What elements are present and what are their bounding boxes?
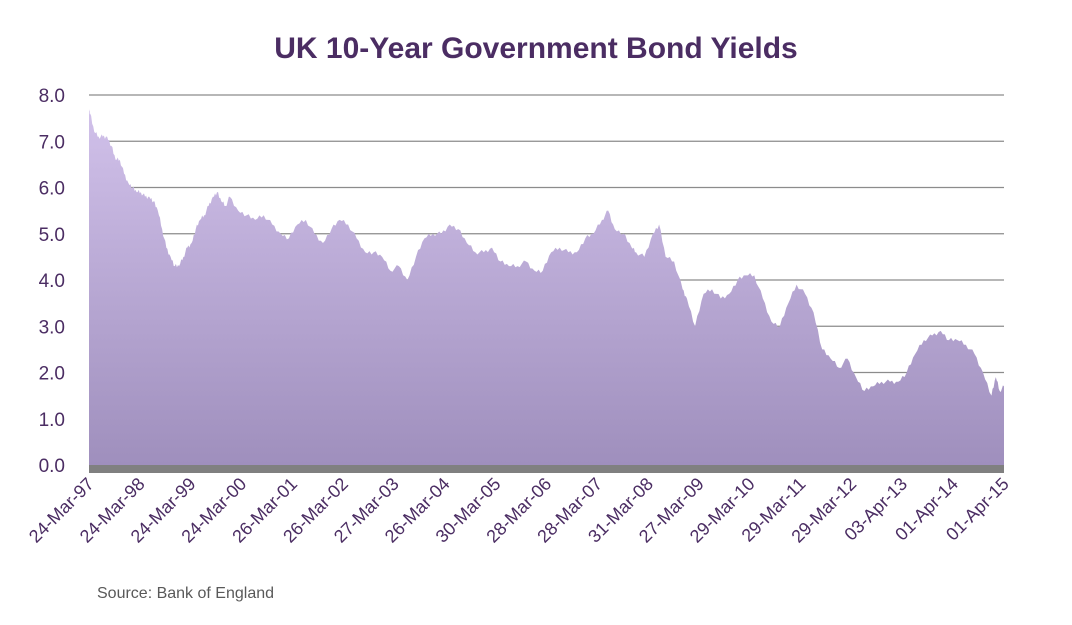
baseline (89, 465, 1004, 473)
y-tick-label: 6.0 (39, 179, 65, 200)
y-tick-label: 5.0 (39, 225, 65, 246)
y-tick-label: 0.0 (39, 456, 65, 477)
y-tick-label: 2.0 (39, 364, 65, 385)
y-tick-label: 7.0 (39, 132, 65, 153)
yield-area (89, 108, 1004, 465)
y-tick-label: 3.0 (39, 317, 65, 338)
source-note: Source: Bank of England (97, 585, 274, 602)
x-axis: 24-Mar-9724-Mar-9824-Mar-9924-Mar-0026-M… (25, 474, 1013, 547)
y-tick-label: 4.0 (39, 271, 65, 292)
chart-title: UK 10-Year Government Bond Yields (274, 32, 798, 65)
area-series (89, 108, 1004, 465)
y-tick-label: 8.0 (39, 86, 65, 107)
y-axis: 0.0 1.0 2.0 3.0 4.0 5.0 6.0 7.0 8.0 (39, 86, 65, 477)
y-tick-label: 1.0 (39, 410, 65, 431)
baseline-bar (89, 465, 1004, 473)
